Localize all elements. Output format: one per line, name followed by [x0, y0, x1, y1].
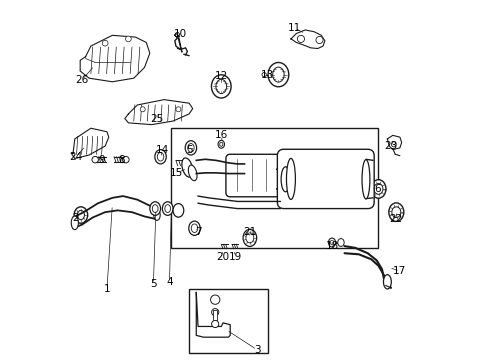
Ellipse shape: [361, 159, 369, 199]
Ellipse shape: [71, 216, 78, 230]
Circle shape: [125, 36, 131, 42]
Ellipse shape: [245, 233, 253, 243]
Text: 15: 15: [170, 168, 183, 178]
Circle shape: [390, 142, 395, 147]
Ellipse shape: [149, 202, 160, 215]
Polygon shape: [80, 35, 149, 82]
Polygon shape: [290, 30, 324, 49]
Ellipse shape: [373, 184, 382, 194]
Ellipse shape: [337, 239, 344, 247]
Ellipse shape: [370, 180, 385, 198]
Ellipse shape: [155, 150, 166, 164]
Polygon shape: [386, 135, 401, 150]
Ellipse shape: [218, 140, 224, 148]
Text: 11: 11: [287, 23, 301, 33]
Ellipse shape: [74, 207, 87, 223]
Ellipse shape: [219, 142, 223, 146]
Ellipse shape: [383, 275, 390, 289]
FancyBboxPatch shape: [277, 149, 373, 208]
Bar: [213, 310, 217, 320]
Text: 14: 14: [155, 145, 169, 155]
Text: 22: 22: [389, 214, 402, 224]
Circle shape: [262, 72, 266, 77]
Text: 20: 20: [216, 252, 229, 262]
Polygon shape: [124, 100, 192, 125]
Ellipse shape: [272, 67, 284, 82]
Circle shape: [297, 35, 304, 42]
Circle shape: [102, 40, 108, 46]
Circle shape: [210, 295, 220, 304]
Ellipse shape: [286, 158, 295, 199]
Circle shape: [175, 32, 179, 37]
Ellipse shape: [185, 141, 196, 155]
Text: 18: 18: [325, 241, 338, 251]
Ellipse shape: [188, 165, 197, 181]
Ellipse shape: [173, 203, 183, 217]
Text: 1: 1: [103, 284, 110, 294]
Text: 23: 23: [384, 141, 397, 151]
Text: 17: 17: [392, 266, 406, 276]
Text: 7: 7: [194, 227, 201, 237]
Ellipse shape: [267, 63, 288, 87]
Circle shape: [211, 309, 218, 316]
Text: 5: 5: [150, 279, 156, 289]
Text: 21: 21: [243, 227, 256, 237]
Ellipse shape: [157, 153, 163, 161]
Circle shape: [122, 157, 129, 163]
FancyBboxPatch shape: [225, 154, 281, 197]
Ellipse shape: [77, 210, 84, 220]
Ellipse shape: [216, 79, 226, 94]
Ellipse shape: [188, 221, 200, 235]
Text: 13: 13: [261, 69, 274, 80]
Text: 25: 25: [150, 114, 163, 124]
Ellipse shape: [153, 210, 160, 220]
Circle shape: [211, 320, 218, 328]
Text: 10: 10: [173, 28, 186, 39]
Circle shape: [176, 107, 181, 112]
Text: 16: 16: [214, 130, 227, 140]
Text: 9: 9: [98, 156, 105, 165]
Text: 8: 8: [118, 156, 124, 165]
Bar: [189, 289, 267, 353]
Circle shape: [92, 157, 98, 163]
Text: 26: 26: [75, 75, 88, 85]
Ellipse shape: [388, 203, 403, 221]
Bar: [171, 128, 378, 248]
Ellipse shape: [281, 167, 289, 192]
Text: 12: 12: [214, 71, 227, 81]
Circle shape: [315, 36, 323, 44]
Ellipse shape: [329, 240, 333, 245]
Ellipse shape: [211, 75, 231, 98]
Text: 19: 19: [228, 252, 242, 262]
Polygon shape: [196, 293, 230, 337]
Text: 5: 5: [185, 145, 192, 155]
Ellipse shape: [182, 158, 192, 177]
Text: 24: 24: [69, 152, 82, 162]
Ellipse shape: [164, 204, 170, 212]
Text: 6: 6: [373, 184, 380, 194]
Ellipse shape: [328, 238, 335, 247]
Text: 2: 2: [72, 212, 79, 222]
Ellipse shape: [191, 224, 197, 233]
Ellipse shape: [152, 204, 158, 212]
Circle shape: [140, 107, 145, 112]
Ellipse shape: [243, 229, 256, 247]
Ellipse shape: [187, 144, 194, 152]
Text: 3: 3: [253, 345, 260, 355]
Polygon shape: [71, 128, 108, 158]
Text: 4: 4: [166, 277, 172, 287]
Ellipse shape: [162, 202, 173, 215]
Ellipse shape: [391, 207, 400, 217]
